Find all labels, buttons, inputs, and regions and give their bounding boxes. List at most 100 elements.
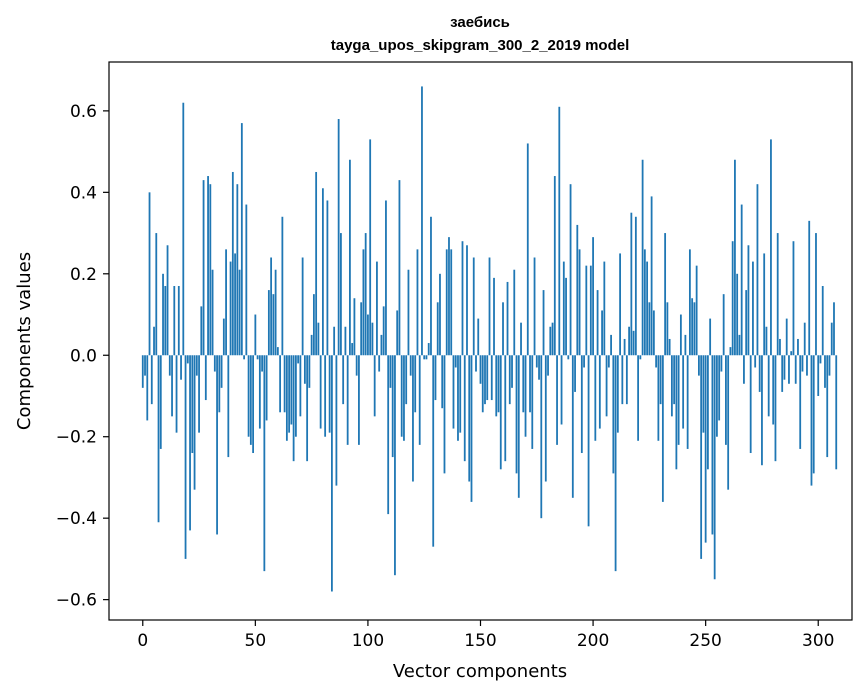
bar <box>301 257 304 356</box>
bar <box>421 86 423 356</box>
bar <box>150 355 153 405</box>
bar <box>292 355 295 462</box>
bar <box>369 139 372 356</box>
bar <box>749 355 752 454</box>
bar <box>623 338 626 356</box>
bar <box>668 338 671 356</box>
bar <box>405 355 408 405</box>
bar <box>587 355 590 527</box>
bar <box>621 355 624 405</box>
bar <box>337 119 340 356</box>
bar <box>141 355 144 388</box>
bar <box>216 355 218 535</box>
bar <box>486 355 489 401</box>
bar <box>362 249 365 356</box>
bar <box>513 269 516 356</box>
bar <box>677 355 680 445</box>
bar <box>222 318 225 356</box>
bar <box>614 355 617 572</box>
bar <box>385 200 387 356</box>
bar <box>238 269 241 356</box>
bar <box>693 302 696 356</box>
bar <box>758 355 761 392</box>
bar <box>218 355 221 413</box>
bar <box>673 355 676 405</box>
bar <box>400 355 403 437</box>
bar <box>634 216 637 356</box>
bar <box>351 343 354 356</box>
bar <box>504 355 507 462</box>
bar <box>810 355 813 486</box>
bar <box>524 355 527 437</box>
bar <box>632 330 635 356</box>
bar <box>495 355 498 417</box>
bar <box>403 355 405 441</box>
bar <box>499 355 502 470</box>
bar <box>452 355 455 429</box>
y-tick-label: 0.6 <box>70 102 97 122</box>
bar <box>659 355 662 405</box>
bar <box>175 355 178 433</box>
bar <box>817 355 820 396</box>
bar <box>198 355 200 433</box>
bar <box>792 241 795 356</box>
bar <box>443 355 446 474</box>
bar <box>702 355 705 433</box>
bar <box>382 306 385 356</box>
bar <box>463 355 466 462</box>
bar <box>596 290 599 356</box>
bar <box>788 355 790 384</box>
bar <box>589 265 592 356</box>
bar <box>477 318 480 356</box>
bar <box>648 302 651 356</box>
bar <box>682 355 685 429</box>
bar <box>472 257 475 356</box>
bar <box>258 355 261 429</box>
bar <box>605 355 608 417</box>
bar <box>200 306 203 356</box>
bar <box>497 355 500 413</box>
bar <box>193 355 196 490</box>
y-axis-label: Components values <box>14 252 35 430</box>
bar <box>612 355 615 474</box>
bar <box>450 249 453 356</box>
bar <box>186 355 189 364</box>
bar <box>234 253 236 356</box>
bar <box>551 322 554 356</box>
bar <box>763 253 766 356</box>
bar <box>434 355 437 401</box>
bar <box>835 355 838 470</box>
bar <box>168 355 171 376</box>
bar <box>824 355 826 388</box>
bar <box>781 355 784 392</box>
bar <box>245 204 248 356</box>
y-axis-ticks: −0.6 −0.4 −0.2 0.0 0.2 0.4 0.6 <box>56 102 109 611</box>
bar <box>578 249 581 356</box>
bar <box>173 286 176 356</box>
bar <box>358 355 360 445</box>
bar <box>767 355 770 417</box>
bar <box>373 355 376 417</box>
bar <box>639 355 642 360</box>
bar <box>488 257 491 356</box>
bar <box>700 355 703 559</box>
bar <box>511 355 513 388</box>
bar <box>461 241 464 356</box>
bar <box>157 355 160 523</box>
bar <box>344 326 347 356</box>
bar <box>353 298 356 356</box>
bar <box>297 355 300 364</box>
bar <box>432 355 435 547</box>
bar <box>565 277 567 356</box>
bar <box>686 355 689 449</box>
bar <box>328 355 331 433</box>
bar <box>720 355 723 372</box>
bar <box>439 273 441 356</box>
bar <box>580 355 583 454</box>
bar <box>576 224 579 356</box>
bar <box>414 355 417 413</box>
bar <box>603 261 606 356</box>
bar <box>164 286 167 356</box>
bar <box>729 347 732 356</box>
